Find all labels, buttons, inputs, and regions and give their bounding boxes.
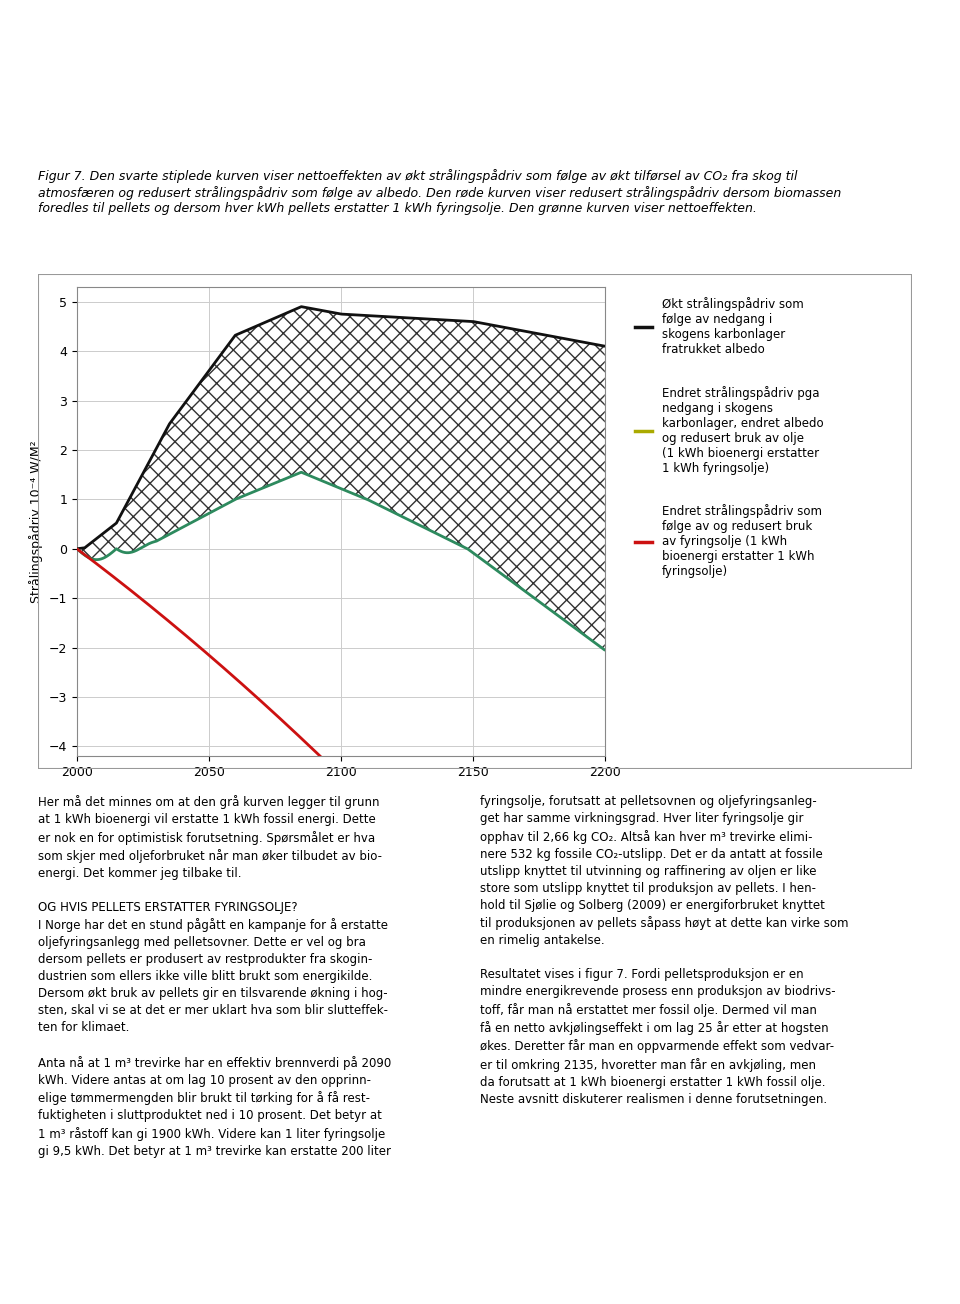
- Text: Her må det minnes om at den grå kurven legger til grunn
at 1 kWh bioenergi vil e: Her må det minnes om at den grå kurven l…: [38, 795, 392, 1158]
- Text: fyringsolje, forutsatt at pelletsovnen og oljefyringsanleg-
get har samme virkni: fyringsolje, forutsatt at pelletsovnen o…: [480, 795, 849, 1106]
- Legend: Økt strålingspådriv som
følge av nedgang i
skogens karbonlager
fratrukket albedo: Økt strålingspådriv som følge av nedgang…: [630, 293, 828, 583]
- Text: Figur 7. Den svarte stiplede kurven viser nettoeffekten av økt strålingspådriv s: Figur 7. Den svarte stiplede kurven vise…: [38, 170, 842, 215]
- Y-axis label: Strålingspådriv 10⁻⁴ W/M²: Strålingspådriv 10⁻⁴ W/M²: [29, 441, 43, 602]
